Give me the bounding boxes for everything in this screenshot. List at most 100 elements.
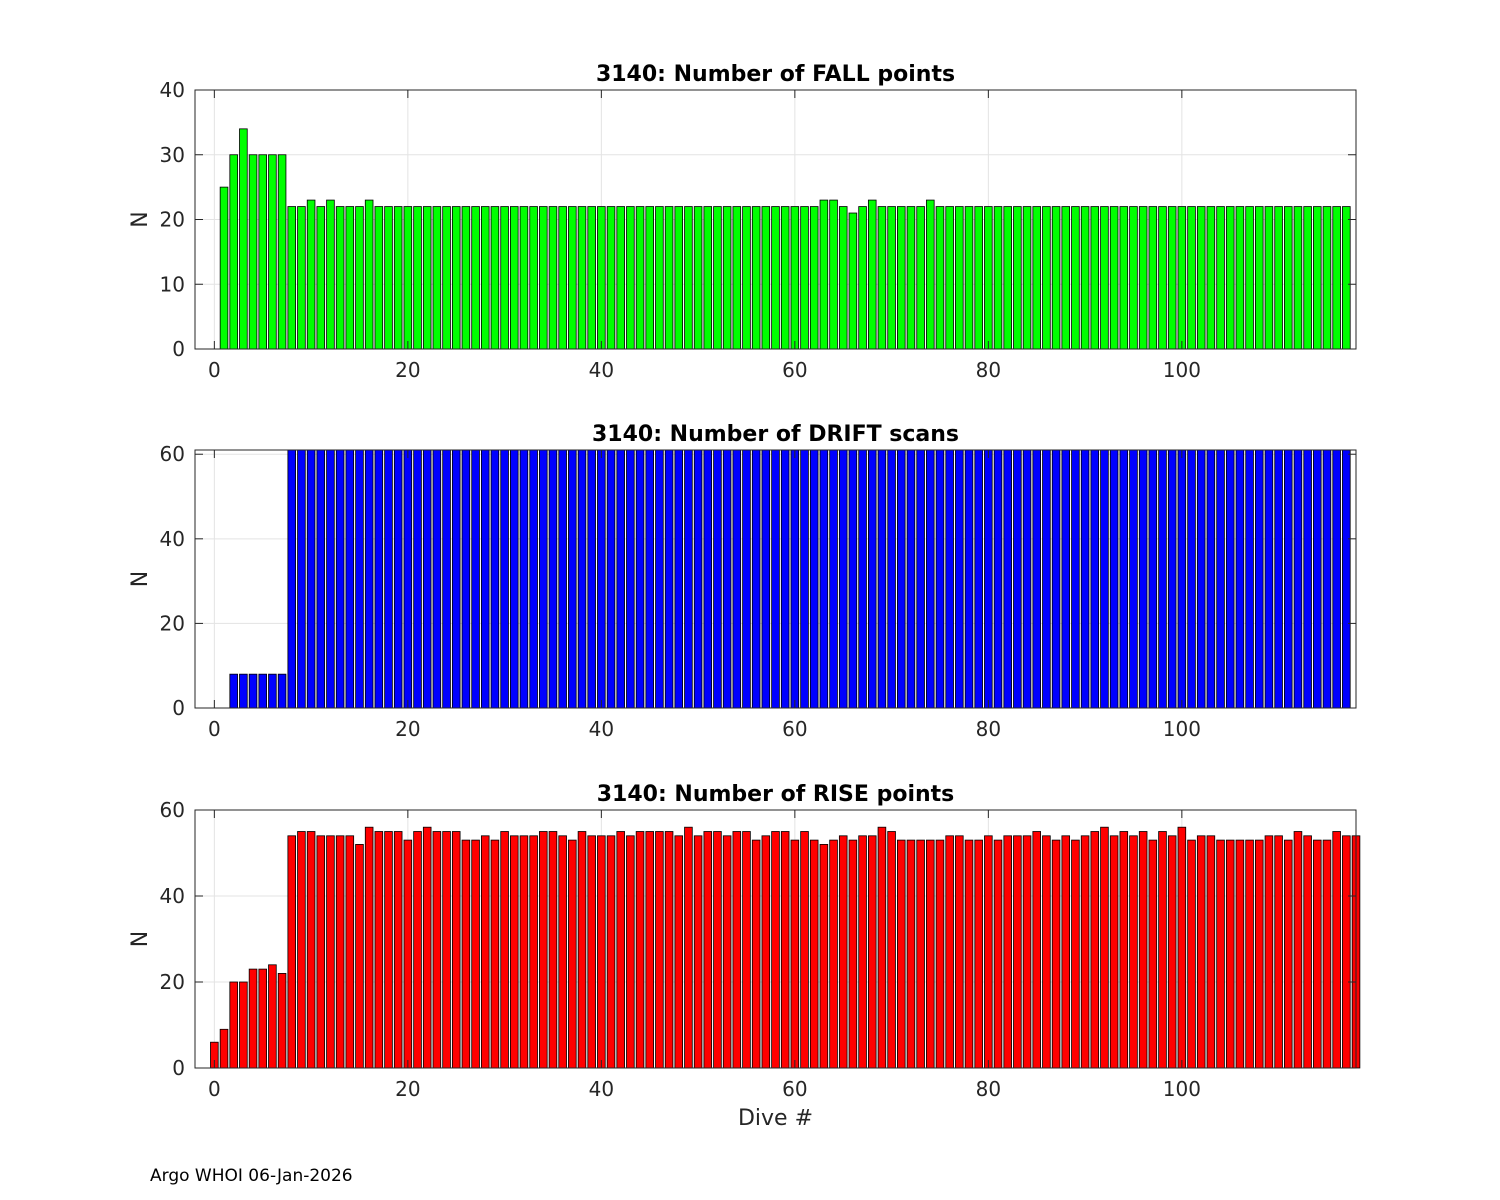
fall-bar (519, 206, 529, 350)
fall-bar (693, 206, 703, 350)
drift-bar (355, 449, 364, 709)
drift-bar (887, 449, 896, 709)
drift-bar (606, 449, 616, 709)
fall-bar (684, 206, 693, 350)
fall-bar (897, 206, 906, 350)
rise-bar (364, 826, 374, 1069)
fall-bar (645, 206, 654, 350)
rise-bar (316, 835, 326, 1069)
rise-bar (809, 839, 819, 1069)
fall-bar (993, 206, 1003, 350)
fall-bar (577, 206, 587, 350)
rise-bar (374, 831, 384, 1069)
fall-bar (906, 206, 916, 350)
drift-bar (906, 449, 916, 709)
drift-bar (984, 449, 993, 709)
rise-bar (645, 831, 654, 1069)
rise-bar (287, 835, 297, 1069)
fall-bar (1080, 206, 1090, 350)
rise-bar (1022, 835, 1032, 1069)
rise-bar (703, 831, 713, 1069)
drift-bar (722, 449, 732, 709)
fall-bar (761, 206, 771, 350)
fall-bar (364, 199, 374, 350)
rise-bar (1061, 835, 1071, 1069)
fall-bar (268, 154, 277, 350)
rise-bar (413, 831, 422, 1069)
fall-bar (877, 206, 887, 350)
rise-bar (1264, 835, 1274, 1069)
rise-bar (751, 839, 761, 1069)
fall-bar (809, 206, 819, 350)
rise-bar (838, 835, 848, 1069)
rise-bar (229, 981, 238, 1069)
rise-bar (239, 981, 248, 1069)
drift-bar (287, 449, 297, 709)
drift-bar (403, 449, 413, 709)
rise-bar (867, 835, 877, 1069)
fall-bar (964, 206, 974, 350)
fall-bar (1293, 206, 1303, 350)
drift-bar (1013, 449, 1022, 709)
rise-bar (1051, 839, 1061, 1069)
rise-bar (306, 831, 316, 1069)
fall-bar (548, 206, 558, 350)
drift-bar (713, 449, 722, 709)
drift-bar (519, 449, 529, 709)
fall-bar (713, 206, 722, 350)
fall-bar (374, 206, 384, 350)
drift-bar (364, 449, 374, 709)
drift-bar (1100, 449, 1109, 709)
drift-bar (1167, 449, 1177, 709)
fall-bar (297, 206, 306, 350)
fall-bar (887, 206, 896, 350)
drift-bar (1042, 449, 1051, 709)
rise-bar (1206, 835, 1216, 1069)
rise-x-tick-label: 60 (782, 1077, 807, 1101)
fall-bar (1051, 206, 1061, 350)
fall-y-tick-label: 20 (160, 208, 185, 232)
fall-bar (674, 206, 684, 350)
rise-bar (877, 826, 887, 1069)
fall-bar (1158, 206, 1167, 350)
rise-bar (277, 973, 287, 1069)
rise-bar (1332, 831, 1341, 1069)
fall-bar (790, 206, 800, 350)
fall-bar (1274, 206, 1283, 350)
rise-bar (1003, 835, 1012, 1069)
fall-bar (1342, 206, 1351, 350)
drift-bar (1245, 449, 1254, 709)
drift-bar (461, 449, 471, 709)
fall-bar (1167, 206, 1177, 350)
drift-bar (1235, 449, 1245, 709)
rise-bar (587, 835, 596, 1069)
drift-bar (1254, 449, 1264, 709)
drift-bar (664, 449, 674, 709)
fall-bar (316, 206, 326, 350)
fall-bar (955, 206, 964, 350)
drift-bar (926, 449, 935, 709)
fall-bar (1332, 206, 1341, 350)
fall-bar (1100, 206, 1109, 350)
rise-bar (297, 831, 306, 1069)
drift-bar (558, 449, 567, 709)
drift-bar (848, 449, 858, 709)
rise-x-tick-label: 100 (1163, 1077, 1201, 1101)
fall-bar (277, 154, 287, 350)
rise-bar (1196, 835, 1206, 1069)
rise-bar (248, 968, 258, 1069)
rise-bar (848, 839, 858, 1069)
rise-bar (771, 831, 780, 1069)
rise-bar (684, 826, 693, 1069)
rise-bar (664, 831, 674, 1069)
fall-bar (722, 206, 732, 350)
drift-bar (790, 449, 800, 709)
rise-bar (529, 835, 538, 1069)
rise-bar (722, 835, 732, 1069)
drift-bar (616, 449, 625, 709)
drift-bar (867, 449, 877, 709)
drift-bar (1274, 449, 1283, 709)
rise-bar (403, 839, 413, 1069)
drift-bar (297, 449, 306, 709)
fall-bar (1196, 206, 1206, 350)
